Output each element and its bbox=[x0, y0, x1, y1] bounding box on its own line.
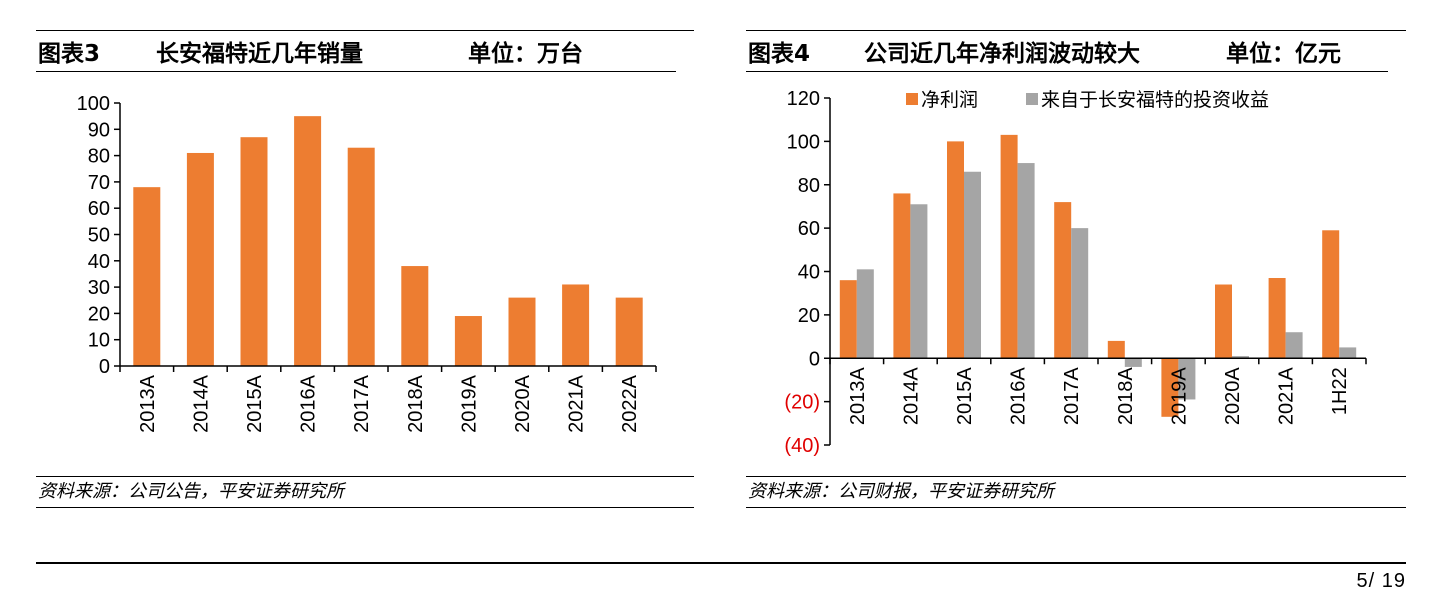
bar-2020A-s1 bbox=[1232, 356, 1249, 359]
x-tick-label: 2018A bbox=[405, 374, 427, 432]
bar-2019A bbox=[454, 316, 482, 366]
bar-2020A-s0 bbox=[1215, 284, 1232, 359]
y-tick-label: 20 bbox=[88, 303, 110, 325]
x-tick-label: 2019A bbox=[458, 374, 480, 432]
footer-rule bbox=[36, 562, 1406, 564]
x-tick-label: 2022A bbox=[619, 374, 641, 432]
bar-2019A-s0 bbox=[1161, 358, 1179, 417]
x-tick-label: 2014A bbox=[190, 374, 212, 432]
y-tick-label: 30 bbox=[88, 277, 110, 299]
bar-2014A-s0 bbox=[893, 193, 911, 359]
page-number: 5/ 19 bbox=[1356, 570, 1406, 592]
bar-1H22-s0 bbox=[1322, 230, 1340, 359]
x-tick-label: 2019A bbox=[1168, 367, 1190, 425]
x-tick-label: 1H22 bbox=[1329, 367, 1351, 415]
profit-bar-chart: (40) (20) 0 20 40 60 80 100 120 2013A 2014A 2015A 20… bbox=[784, 88, 1367, 457]
figure-title: 公司近几年净利润波动较大 bbox=[864, 41, 1140, 67]
header-rule-gap bbox=[1388, 70, 1406, 73]
bar-2018A-s0 bbox=[1107, 340, 1125, 359]
bar-2016A bbox=[294, 116, 322, 367]
legend-swatch bbox=[1026, 93, 1038, 105]
y-tick-label: (20) bbox=[784, 392, 820, 414]
bar-2013A bbox=[133, 187, 161, 366]
bar-2022A bbox=[615, 297, 643, 366]
header-rule-gap bbox=[676, 70, 694, 73]
y-tick-label: 80 bbox=[88, 146, 110, 168]
x-tick-label: 2016A bbox=[298, 374, 320, 432]
panel-header: 图表4 公司近几年净利润波动较大 单位：亿元 bbox=[746, 30, 1406, 73]
legend-label: 来自于长安福特的投资收益 bbox=[1041, 89, 1269, 111]
bar-2015A bbox=[240, 137, 268, 366]
bar-2017A bbox=[347, 147, 375, 366]
y-tick-label: 20 bbox=[798, 305, 820, 327]
bar-2017A-s1 bbox=[1071, 228, 1089, 359]
chart-panel-profit: 图表4 公司近几年净利润波动较大 单位：亿元 (40) (20) 0 20 40 60 80… bbox=[746, 0, 1406, 520]
x-tick-label: 2015A bbox=[244, 374, 266, 432]
bar-2016A-s0 bbox=[1000, 134, 1018, 359]
y-tick-label: 120 bbox=[787, 88, 820, 110]
bar-2021A-s0 bbox=[1268, 278, 1286, 359]
bar-2021A bbox=[562, 284, 590, 366]
bar-2014A bbox=[186, 152, 214, 366]
x-tick-label: 2014A bbox=[900, 367, 922, 425]
legend-swatch bbox=[906, 93, 918, 105]
bar-2018A-s1 bbox=[1124, 358, 1142, 367]
y-tick-label: 0 bbox=[809, 348, 820, 370]
unit-label: 单位：亿元 bbox=[1226, 41, 1341, 67]
y-tick-label: 70 bbox=[88, 172, 110, 194]
panel-header: 图表3 长安福特近几年销量 单位：万台 bbox=[36, 30, 694, 73]
source-note: 资料来源：公司财报，平安证券研究所 bbox=[746, 476, 1406, 508]
bar-2016A-s1 bbox=[1017, 163, 1035, 359]
bar-2015A-s0 bbox=[947, 141, 964, 359]
y-tick-label: 100 bbox=[787, 131, 820, 153]
y-tick-label: 90 bbox=[88, 119, 110, 141]
figure-title: 长安福特近几年销量 bbox=[156, 41, 363, 67]
y-tick-label: (40) bbox=[784, 435, 820, 457]
x-tick-label: 2020A bbox=[1222, 367, 1244, 425]
bar-2021A-s1 bbox=[1285, 332, 1303, 359]
x-tick-label: 2017A bbox=[1061, 367, 1083, 425]
y-tick-label: 50 bbox=[88, 225, 110, 247]
bar-2018A bbox=[401, 266, 429, 366]
sales-bar-chart: 0 10 20 30 40 50 60 70 80 90 100 2013A 2014A 2015A 201… bbox=[77, 93, 657, 433]
bar-2017A-s0 bbox=[1054, 202, 1072, 359]
x-tick-label: 2013A bbox=[137, 374, 159, 432]
x-tick-label: 2017A bbox=[351, 374, 373, 432]
y-tick-label: 40 bbox=[88, 251, 110, 273]
y-tick-label: 100 bbox=[77, 93, 110, 115]
bar-2013A-s0 bbox=[839, 280, 857, 359]
legend-label: 净利润 bbox=[921, 89, 978, 111]
y-tick-label: 60 bbox=[88, 198, 110, 220]
chart-panel-sales: 图表3 长安福特近几年销量 单位：万台 0 10 20 30 40 50 60 70 80 90 1… bbox=[36, 0, 694, 520]
x-tick-label: 2013A bbox=[847, 367, 869, 425]
x-tick-label: 2021A bbox=[566, 374, 588, 432]
bar-2014A-s1 bbox=[910, 204, 928, 359]
bar-2020A bbox=[508, 297, 536, 366]
x-tick-label: 2021A bbox=[1276, 367, 1298, 425]
bar-2015A-s1 bbox=[964, 171, 981, 359]
y-tick-label: 80 bbox=[798, 175, 820, 197]
y-tick-label: 10 bbox=[88, 330, 110, 352]
x-tick-label: 2020A bbox=[512, 374, 534, 432]
x-tick-label: 2018A bbox=[1115, 367, 1137, 425]
figure-label: 图表3 bbox=[38, 41, 101, 67]
y-tick-label: 60 bbox=[798, 218, 820, 240]
x-tick-label: 2016A bbox=[1008, 367, 1030, 425]
unit-label: 单位：万台 bbox=[468, 41, 583, 67]
source-note: 资料来源：公司公告，平安证券研究所 bbox=[36, 476, 694, 508]
bar-2019A-s1 bbox=[1178, 358, 1196, 400]
x-tick-label: 2015A bbox=[954, 367, 976, 425]
figure-label: 图表4 bbox=[748, 41, 811, 67]
y-tick-label: 0 bbox=[99, 356, 110, 378]
bar-2013A-s1 bbox=[856, 269, 874, 359]
bar-1H22-s1 bbox=[1339, 347, 1357, 359]
y-tick-label: 40 bbox=[798, 262, 820, 284]
